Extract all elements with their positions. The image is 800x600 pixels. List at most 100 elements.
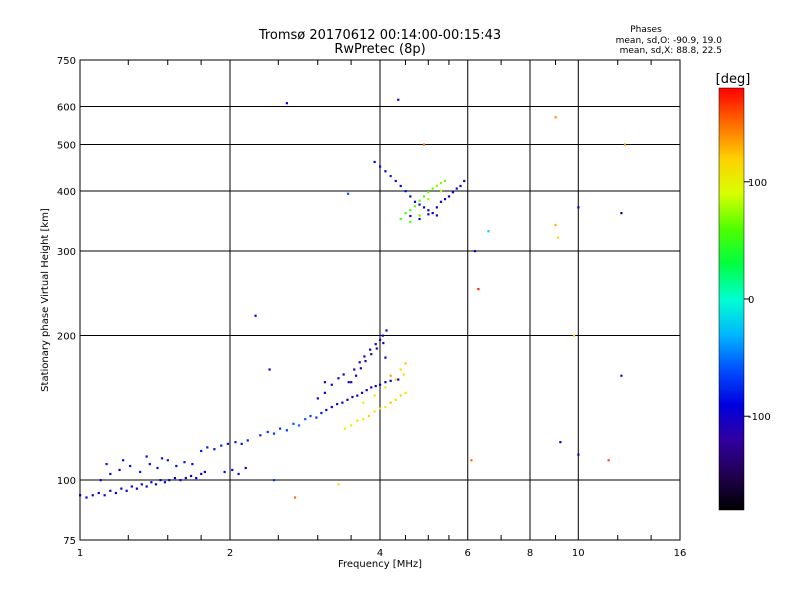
data-point [220, 444, 223, 447]
data-point [389, 374, 392, 377]
data-point [422, 143, 426, 146]
data-point [234, 441, 237, 444]
y-axis-label: Stationary phase Virtual Height [km] [40, 208, 51, 392]
data-point [359, 367, 362, 370]
data-point [556, 236, 560, 239]
data-point [443, 198, 447, 201]
data-point [375, 347, 378, 350]
data-point [337, 377, 340, 380]
data-point [413, 205, 417, 208]
data-point [364, 360, 367, 363]
data-point [323, 391, 327, 394]
data-point [443, 179, 447, 183]
data-point [97, 491, 100, 495]
data-point [459, 184, 462, 188]
data-point [342, 373, 345, 376]
x-tick-label: 10 [572, 548, 585, 559]
data-point [343, 427, 347, 430]
data-point [341, 401, 344, 404]
data-point [226, 442, 230, 445]
data-point [463, 179, 466, 183]
data-point [109, 472, 112, 476]
data-point [554, 223, 557, 227]
data-point [427, 213, 430, 216]
data-point [362, 418, 365, 421]
data-point [439, 190, 443, 193]
x-tick-labels: 1 2 4 6 8 10 16 [77, 548, 687, 559]
data-point [237, 472, 240, 476]
data-point [418, 217, 421, 221]
data-point [399, 394, 402, 397]
data-point [292, 422, 295, 425]
x-tick-label: 8 [527, 548, 533, 559]
data-point [389, 174, 392, 178]
data-point [168, 479, 171, 482]
data-point [195, 476, 198, 480]
data-point [607, 459, 610, 462]
data-point [246, 439, 249, 442]
data-point [623, 143, 627, 146]
data-point [268, 368, 271, 371]
data-point [385, 329, 388, 332]
data-point [231, 468, 234, 472]
data-point [173, 476, 177, 480]
data-point [373, 410, 376, 413]
x-tick-label: 16 [674, 548, 687, 559]
colorbar-tick-label: -100 [748, 412, 771, 423]
data-point [145, 455, 148, 458]
data-point [384, 356, 387, 359]
x-tick-label: 4 [377, 548, 383, 559]
data-point [435, 214, 438, 217]
data-point [145, 485, 148, 488]
x-tick-label: 2 [227, 548, 233, 559]
data-point [356, 419, 359, 422]
data-point [409, 209, 412, 212]
data-point [559, 441, 562, 444]
data-point [399, 217, 402, 221]
data-point [350, 424, 353, 427]
data-point [125, 489, 128, 492]
data-point [120, 487, 123, 490]
data-point [379, 407, 382, 410]
data-point [279, 427, 282, 430]
data-point [374, 384, 377, 388]
data-point [351, 395, 354, 399]
data-point [203, 470, 206, 474]
data-point [382, 341, 385, 345]
data-point [259, 434, 262, 437]
data-point [572, 334, 576, 337]
data-point [394, 179, 397, 183]
data-point [316, 397, 319, 400]
data-point [285, 429, 288, 432]
data-point [156, 466, 159, 470]
data-point [109, 489, 112, 492]
data-point [135, 487, 138, 490]
data-point [373, 394, 376, 397]
data-point [320, 411, 323, 415]
data-point [272, 432, 276, 435]
data-point [404, 212, 407, 215]
chart-title: Tromsø 20170612 00:14:00-00:15:43 [258, 28, 501, 43]
data-point [118, 468, 121, 472]
data-point [346, 192, 350, 195]
data-point [409, 220, 412, 224]
data-point [91, 494, 94, 497]
grid-lines [80, 60, 680, 540]
data-point [148, 462, 151, 466]
data-point [384, 170, 387, 173]
data-point [379, 165, 382, 168]
data-point [129, 464, 132, 468]
data-point [191, 462, 194, 466]
y-tick-label: 100 [57, 476, 76, 487]
x-tick-label: 1 [77, 548, 83, 559]
data-point [362, 401, 365, 404]
data-point [409, 195, 412, 198]
data-point [435, 184, 438, 188]
stats-o-mode: mean, sd,O: -90.9, 19.0 [616, 36, 723, 46]
data-point [354, 374, 358, 377]
stats-heading: Phases [630, 25, 662, 35]
x-axis-label: Frequency [MHz] [338, 559, 422, 570]
data-point [370, 386, 373, 389]
data-point [431, 212, 434, 215]
